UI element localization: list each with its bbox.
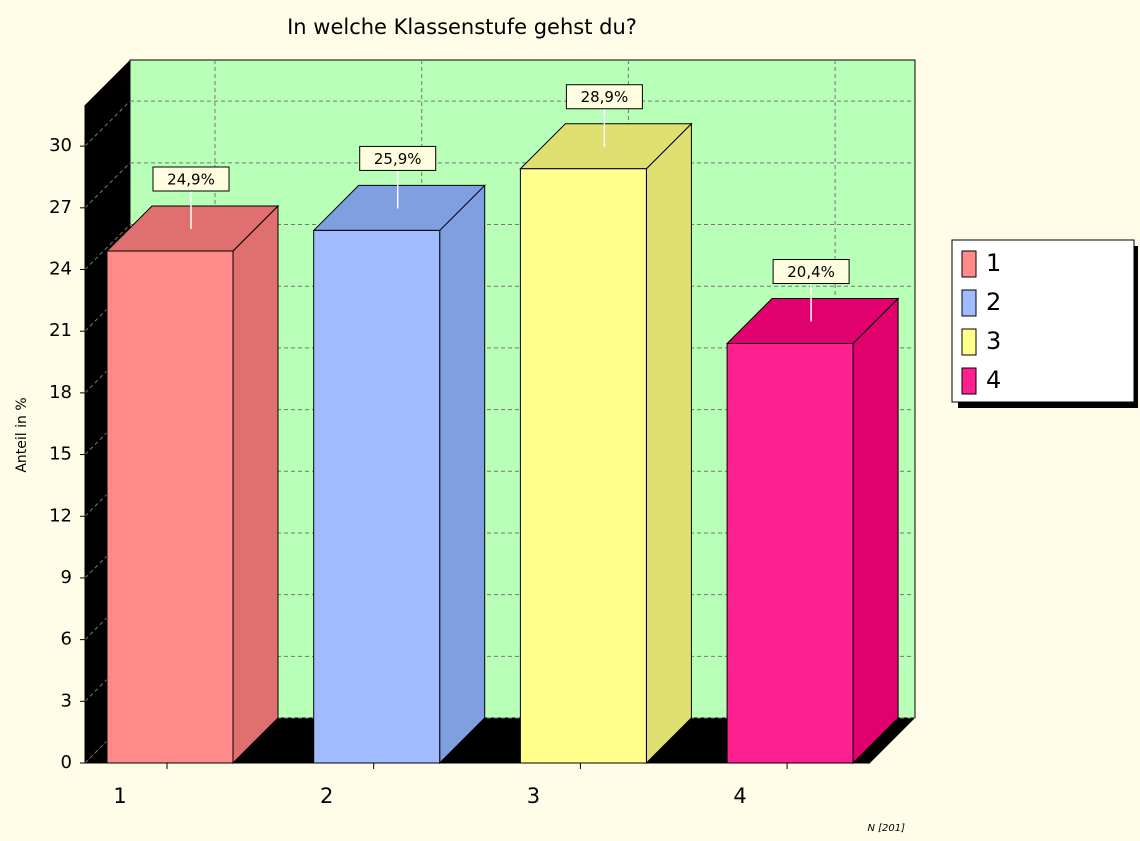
legend-label: 4 [986, 366, 1001, 394]
grid-line [84, 162, 131, 209]
grid-line [84, 100, 131, 147]
y-tick-label: 0 [61, 752, 72, 773]
floor [85, 718, 915, 763]
x-tick-label: 1 [113, 784, 126, 808]
legend-swatch [961, 250, 977, 278]
y-tick-label: 21 [49, 320, 72, 341]
bar-side [439, 184, 486, 765]
note: N [201] [867, 823, 905, 834]
legend-swatch [961, 328, 977, 356]
legend-label: 2 [986, 288, 1001, 316]
y-tick-label: 18 [49, 382, 72, 403]
bar-side [645, 122, 692, 765]
bar-side [852, 297, 899, 765]
value-label: 24,9% [167, 170, 215, 188]
chart-title: In welche Klassenstufe gehst du? [287, 15, 637, 39]
y-tick-label: 27 [49, 197, 72, 218]
x-tick-label: 4 [733, 784, 746, 808]
x-tick-label: 2 [320, 784, 333, 808]
bar [106, 250, 234, 764]
legend-label: 3 [986, 327, 1001, 355]
bar [519, 168, 647, 764]
value-label: 20,4% [787, 263, 835, 281]
legend-swatch [961, 367, 977, 395]
value-label: 25,9% [374, 150, 422, 168]
value-label-box [565, 84, 643, 110]
y-tick-label: 30 [49, 135, 72, 156]
x-tick-label: 3 [527, 784, 540, 808]
y-axis-label: Anteil in % [14, 397, 30, 472]
value-label: 28,9% [581, 88, 629, 106]
value-label-box [152, 166, 230, 192]
y-tick-label: 9 [61, 567, 72, 588]
y-tick-label: 15 [49, 444, 72, 465]
value-label-box [359, 145, 437, 171]
bar [313, 229, 441, 764]
grid-line [84, 224, 131, 270]
bar-side [232, 204, 279, 765]
y-tick-label: 6 [61, 629, 72, 650]
legend-label: 1 [986, 249, 1001, 277]
y-tick-label: 3 [61, 690, 72, 711]
y-tick-label: 24 [49, 259, 72, 280]
legend-swatch [961, 289, 977, 317]
legend [951, 239, 1135, 403]
bar [726, 343, 854, 764]
y-tick-label: 12 [49, 505, 72, 526]
value-label-box [772, 259, 850, 285]
